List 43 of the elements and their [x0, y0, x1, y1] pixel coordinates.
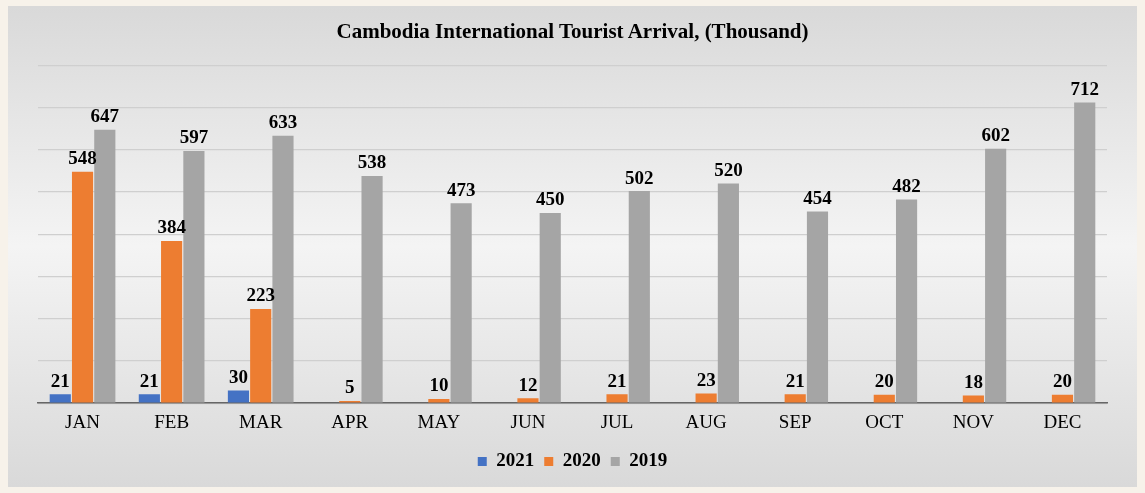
data-label: 21 — [785, 369, 805, 391]
x-tick-label: JUN — [510, 410, 546, 432]
data-label: 23 — [696, 368, 716, 390]
x-tick-label: FEB — [154, 410, 190, 432]
data-label: 21 — [50, 369, 70, 391]
data-label: 12 — [518, 373, 538, 395]
data-label: 548 — [68, 147, 97, 169]
x-tick-label: SEP — [778, 410, 812, 432]
x-tick-label: MAR — [239, 410, 283, 432]
legend-label: 2019 — [629, 449, 668, 471]
data-label: 30 — [228, 365, 248, 387]
data-label: 597 — [179, 126, 209, 148]
data-label: 5 — [345, 376, 355, 398]
data-label: 647 — [90, 105, 120, 127]
data-label: 18 — [963, 371, 983, 392]
x-tick-label: AUG — [685, 410, 727, 432]
data-label: 454 — [803, 186, 833, 208]
data-label: 450 — [535, 188, 565, 210]
data-label: 384 — [157, 216, 187, 238]
x-tick-label: DEC — [1043, 410, 1082, 432]
data-label: 21 — [607, 369, 627, 391]
x-tick-label: OCT — [865, 410, 904, 432]
x-tick-label: JUL — [600, 410, 634, 432]
data-label: 712 — [1070, 77, 1099, 99]
data-label: 482 — [892, 174, 921, 196]
x-tick-label: NOV — [952, 410, 995, 432]
data-label: 20 — [874, 370, 894, 392]
data-label: 602 — [981, 124, 1010, 146]
legend-label: 2021 — [496, 449, 535, 471]
data-label: 20 — [1052, 370, 1072, 392]
x-tick-label: JAN — [65, 410, 101, 432]
data-label: 21 — [139, 369, 159, 391]
data-label: 10 — [429, 374, 449, 396]
data-label: 223 — [246, 284, 275, 306]
data-label: 538 — [357, 151, 387, 173]
x-tick-label: MAY — [417, 410, 461, 432]
x-tick-label: APR — [331, 410, 369, 432]
chart-title: Cambodia International Tourist Arrival, (Thousand) — [336, 19, 809, 44]
data-label: 473 — [446, 178, 476, 200]
legend-label: 2020 — [562, 449, 601, 471]
data-label: 520 — [714, 158, 743, 180]
data-label: 502 — [625, 166, 654, 188]
data-label: 633 — [268, 111, 298, 133]
